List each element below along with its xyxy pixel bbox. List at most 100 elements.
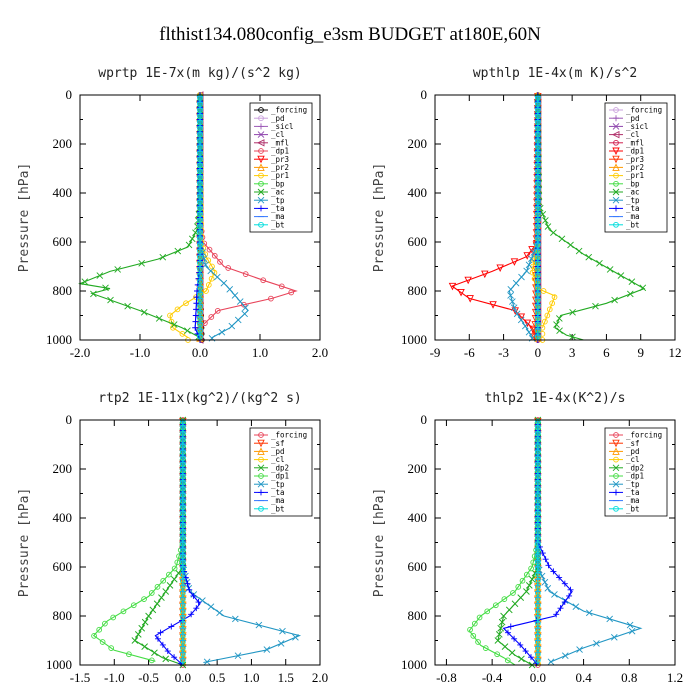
legend-marker (613, 180, 619, 187)
data-point (535, 559, 541, 566)
data-point (197, 144, 203, 150)
legend-label: _ac (271, 188, 285, 197)
legend-marker (613, 115, 619, 122)
y-tick-label: 200 (408, 461, 428, 476)
x-tick-label: 2.0 (312, 670, 328, 685)
data-point (180, 583, 186, 590)
data-point (535, 119, 541, 126)
legend-marker (258, 172, 264, 179)
series-line (169, 94, 216, 339)
data-point (523, 588, 530, 595)
data-point (180, 455, 186, 462)
data-point (617, 272, 625, 279)
x-tick-label: -0.4 (482, 670, 503, 685)
data-point (550, 568, 557, 575)
series-bt (180, 418, 186, 665)
data-point (197, 174, 203, 181)
data-point (185, 241, 193, 249)
data-point (507, 285, 515, 293)
data-point (519, 577, 526, 584)
y-tick-label: 600 (408, 559, 428, 574)
data-point (535, 95, 541, 101)
data-point (525, 582, 533, 589)
legend-label: _pd (626, 447, 640, 456)
legend-label: _cl (271, 455, 285, 464)
legend-marker (257, 439, 265, 448)
legend-label: _sf (626, 439, 640, 448)
data-point (197, 217, 203, 224)
data-point (197, 315, 203, 322)
data-point (197, 223, 203, 230)
data-point (542, 217, 549, 224)
data-point (206, 246, 213, 253)
data-point (197, 248, 203, 254)
data-point (542, 556, 549, 563)
data-point (535, 113, 541, 120)
data-point (535, 485, 541, 492)
y-tick-label: 800 (408, 608, 428, 623)
data-point (611, 296, 618, 304)
data-point (497, 624, 505, 632)
data-point (553, 611, 560, 618)
series-line (154, 420, 201, 666)
legend-marker (611, 130, 620, 139)
series-bt (197, 95, 203, 340)
legend-label: _mfl (626, 138, 644, 147)
data-point (96, 626, 103, 633)
legend-marker (612, 464, 620, 472)
data-point (457, 289, 465, 297)
data-point (535, 272, 541, 279)
data-point (180, 479, 186, 486)
panel-2: wpthlp 1E-4x(m K)/s^2 Pressure [hPa] 0 200 4… (372, 66, 682, 360)
data-point (131, 637, 139, 644)
data-point (508, 649, 516, 657)
data-point (523, 267, 530, 275)
y-tick-label: 800 (408, 283, 428, 298)
data-point (193, 294, 200, 301)
data-point (140, 308, 148, 316)
y-tick-label: 0 (66, 412, 73, 427)
data-point (575, 247, 583, 255)
data-point (535, 156, 541, 163)
data-point (542, 318, 548, 325)
data-point (180, 522, 186, 529)
data-point (199, 597, 206, 604)
data-point (192, 324, 199, 331)
legend-box (249, 427, 313, 517)
data-point (171, 654, 178, 661)
data-point (180, 430, 186, 437)
data-point (561, 652, 569, 660)
data-point (141, 643, 148, 650)
data-point (180, 602, 186, 609)
data-point (197, 284, 203, 291)
legend-label: _dp2 (626, 463, 644, 472)
x-tick-label: 0 (535, 345, 542, 360)
y-tick-label: 600 (53, 234, 73, 249)
data-point (535, 461, 541, 468)
data-point (535, 455, 541, 462)
data-point (535, 168, 541, 175)
x-tick-label: 12 (669, 345, 682, 360)
data-point (138, 259, 145, 267)
data-point (197, 303, 203, 310)
data-point (569, 308, 576, 316)
data-point (180, 461, 186, 468)
data-point (535, 645, 541, 651)
y-tick-label: 800 (53, 283, 73, 298)
data-point (197, 254, 203, 261)
panel-title: wpthlp 1E-4x(m K)/s^2 (473, 66, 637, 81)
data-point (166, 571, 172, 578)
x-tick-label: -6 (464, 345, 475, 360)
data-point (535, 205, 541, 212)
data-point (549, 300, 555, 307)
data-point (585, 253, 593, 261)
legend-marker (258, 180, 264, 187)
legend-marker (256, 139, 265, 147)
legend-marker (613, 505, 619, 512)
data-point (535, 248, 541, 254)
data-point (120, 608, 127, 615)
data-point (159, 253, 167, 261)
data-point (535, 571, 541, 578)
legend-label: _ac (626, 188, 640, 197)
